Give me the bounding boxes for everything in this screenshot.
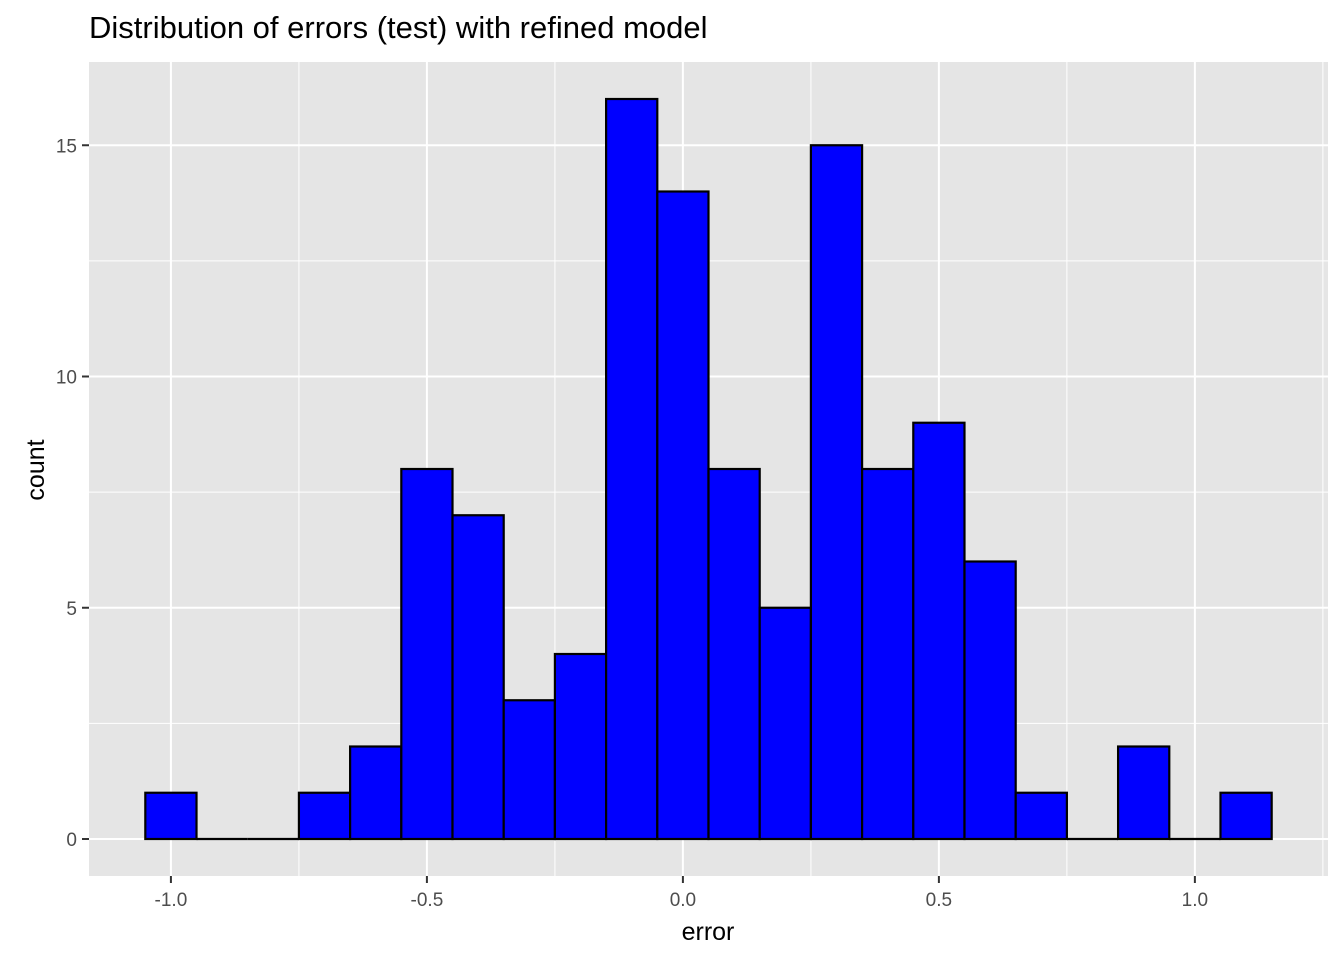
- histogram-bar: [707, 467, 761, 841]
- x-axis-title: error: [682, 918, 735, 946]
- y-tick-label: 0: [66, 830, 77, 851]
- x-tick-label: 0.0: [670, 890, 696, 911]
- histogram-bar: [1116, 745, 1171, 841]
- histogram-bar: [553, 652, 608, 841]
- chart-title: Distribution of errors (test) with refin…: [89, 10, 708, 45]
- histogram-bar: [297, 791, 352, 841]
- histogram-bar: [1219, 791, 1273, 841]
- x-tick-label: -0.5: [411, 890, 444, 911]
- x-tick-label: -1.0: [155, 890, 188, 911]
- histogram-bar: [400, 467, 454, 841]
- histogram-bars: [144, 97, 1273, 841]
- histogram-bar: [451, 514, 505, 841]
- x-tick-label: 1.0: [1182, 890, 1208, 911]
- x-axis: -1.0 -0.5 0.0 0.5 1.0: [155, 876, 1208, 911]
- histogram-bar: [144, 791, 198, 841]
- histogram-bar: [1014, 791, 1068, 841]
- y-tick-label: 10: [56, 368, 77, 389]
- histogram-bar: [809, 144, 864, 841]
- histogram-bar: [502, 699, 557, 841]
- histogram-bar: [605, 97, 659, 841]
- histogram-bar: [656, 190, 710, 841]
- y-axis: 0 5 10 15: [56, 136, 89, 851]
- histogram-bar: [349, 745, 403, 841]
- x-tick-label: 0.5: [926, 890, 952, 911]
- histogram-bar: [860, 467, 915, 841]
- y-tick-label: 15: [56, 136, 77, 157]
- histogram-bar: [963, 560, 1017, 841]
- histogram-bar: [912, 421, 966, 841]
- y-tick-label: 5: [66, 599, 77, 620]
- y-axis-title: count: [22, 439, 50, 500]
- histogram-bar: [758, 606, 812, 841]
